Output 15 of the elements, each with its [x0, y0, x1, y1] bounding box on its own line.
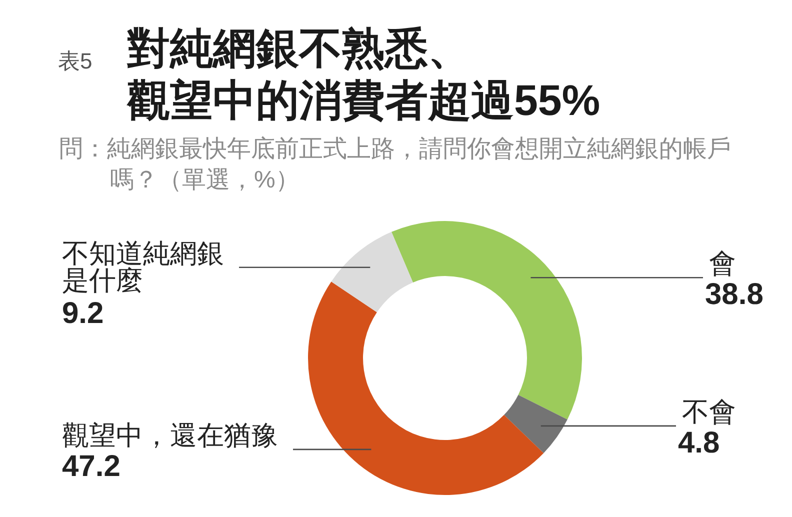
- text: 表5: [58, 48, 92, 74]
- chart-subtitle: 問：純網銀最快年底前正式上路，請問你會想開立純網銀的帳戶嗎？（單選，%）: [59, 136, 731, 194]
- slice-label: 觀望中，還在猶豫: [62, 420, 278, 450]
- donut-slice: [391, 221, 582, 420]
- data-label: 4.8: [678, 426, 720, 460]
- donut-slice: [308, 282, 544, 495]
- data-label: 47.2: [62, 450, 120, 483]
- data-label: 38.8: [705, 278, 764, 312]
- donut-slice: [331, 232, 413, 312]
- donut-slice: [504, 394, 568, 454]
- chart-title: 對純網銀不熟悉、觀望中的消費者超過55%: [126, 25, 600, 125]
- data-label: 9.2: [62, 296, 104, 330]
- slice-label: 不會: [682, 396, 736, 427]
- slice-label: 會: [709, 248, 736, 279]
- slice-label: 不知道純網銀是什麼: [62, 238, 224, 296]
